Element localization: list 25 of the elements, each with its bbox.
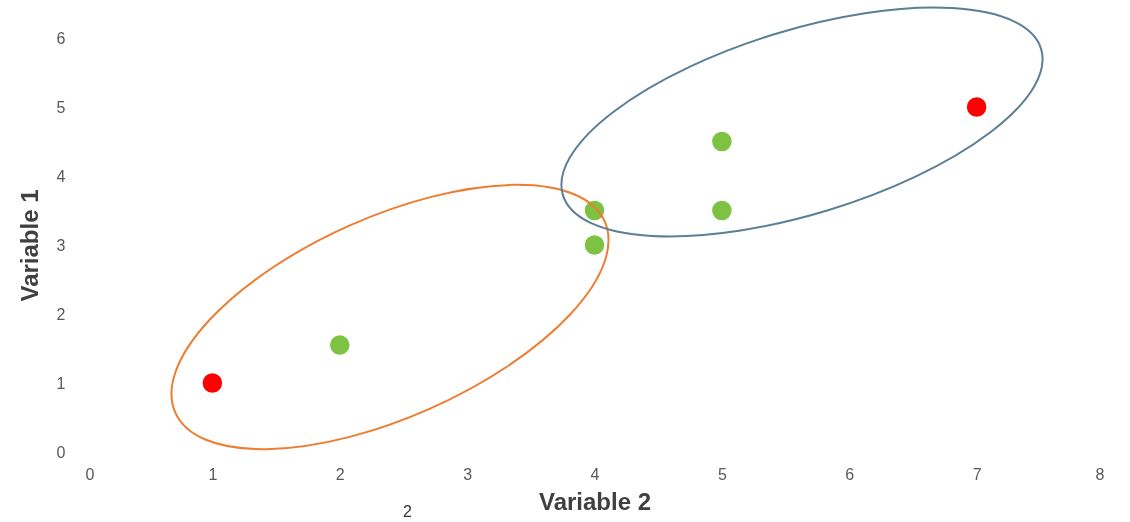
- y-axis-title: Variable 1: [15, 189, 43, 302]
- y-tick-label: 2: [56, 305, 66, 323]
- x-tick-label: 7: [972, 465, 982, 483]
- text: 2: [403, 503, 412, 521]
- point: [966, 97, 987, 117]
- point: [712, 131, 732, 152]
- point: [202, 373, 223, 393]
- y-tick-label: 6: [56, 29, 66, 47]
- point: [584, 235, 605, 255]
- y-tick-label: 4: [56, 167, 66, 185]
- point: [712, 200, 732, 221]
- x-tick-label: 2: [335, 465, 345, 483]
- y-tick-label: 5: [56, 98, 66, 116]
- y-tick-label: 0: [56, 443, 66, 461]
- y-tick-label: 3: [56, 236, 66, 254]
- x-axis-title: Variable 2: [538, 487, 652, 515]
- x-tick-label: 8: [1095, 465, 1105, 483]
- x-tick-label: 6: [845, 465, 855, 483]
- x-tick-label: 5: [717, 465, 727, 483]
- y-tick-label: 1: [56, 374, 66, 392]
- x-tick-label: 1: [208, 465, 218, 483]
- x-tick-label: 4: [590, 465, 600, 483]
- point: [330, 335, 350, 355]
- x-tick-label: 0: [85, 465, 95, 483]
- x-tick-label: 3: [463, 465, 473, 483]
